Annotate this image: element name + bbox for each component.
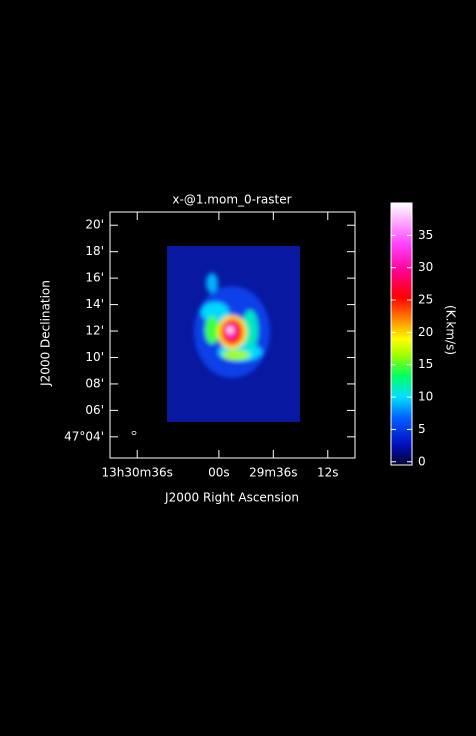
colorbar-tick-label: 0 <box>418 454 426 468</box>
plot-frame <box>109 211 356 459</box>
x-tick-label: 12s <box>317 466 339 480</box>
x-axis-label: J2000 Right Ascension <box>164 491 299 505</box>
y-tick-label: 14' <box>85 297 104 311</box>
colorbar-tick-label: 5 <box>418 422 426 436</box>
title: x-@1.mom_0-raster <box>172 193 291 207</box>
colorbar <box>390 202 413 466</box>
colorbar-tick-label: 30 <box>418 260 433 274</box>
y-tick-label: 08' <box>85 376 104 390</box>
y-axis-label: J2000 Declination <box>39 280 53 387</box>
colorbar-label: (K.km/s) <box>444 305 458 355</box>
colorbar-tick-label: 10 <box>418 390 433 404</box>
y-tick-label: 18' <box>85 244 104 258</box>
colorbar-tick-label: 15 <box>418 357 433 371</box>
colorbar-tick-label: 20 <box>418 325 433 339</box>
x-tick-label: 00s <box>208 466 230 480</box>
x-tick-label: 29m36s <box>249 466 297 480</box>
y-tick-label: 20' <box>85 218 104 232</box>
galaxy-image <box>131 246 300 435</box>
y-tick-label: 06' <box>85 403 104 417</box>
y-tick-label: 47°04' <box>64 429 104 443</box>
colorbar-tick-label: 35 <box>418 228 433 242</box>
y-tick-label: 12' <box>85 324 104 338</box>
colorbar-tick-label: 25 <box>418 293 433 307</box>
x-tick-label: 13h30m36s <box>102 466 173 480</box>
y-tick-label: 10' <box>85 350 104 364</box>
y-tick-label: 16' <box>85 271 104 285</box>
